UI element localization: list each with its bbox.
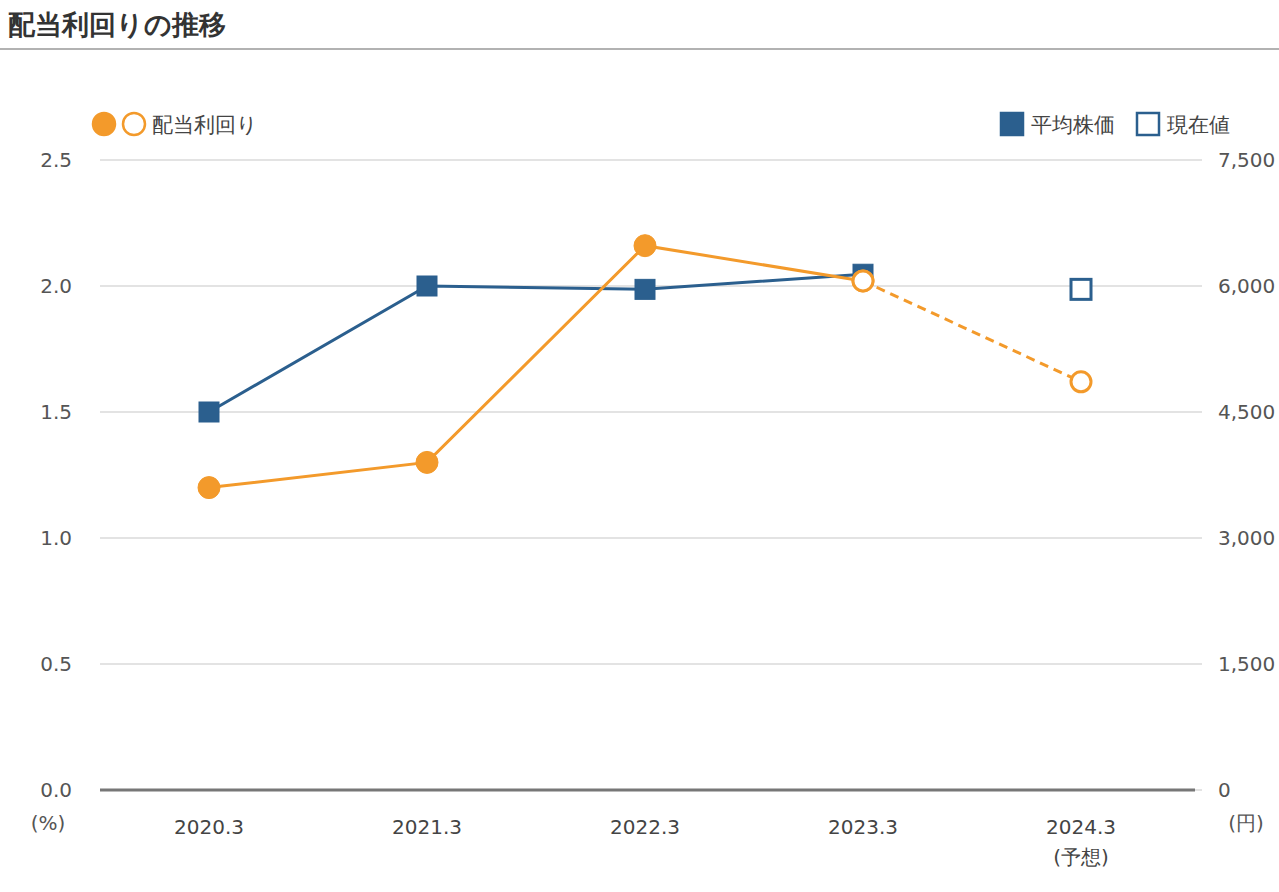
legend-label: 平均株価 bbox=[1031, 113, 1115, 137]
x-tick-label-line: 2024.3 bbox=[1046, 815, 1116, 839]
marker bbox=[198, 477, 220, 499]
y2-tick bbox=[1195, 537, 1202, 539]
grid-line bbox=[100, 411, 1195, 413]
marker bbox=[1071, 372, 1091, 392]
x-tick-label-line: 2021.3 bbox=[392, 815, 462, 839]
marker bbox=[634, 235, 656, 257]
line bbox=[863, 281, 1081, 382]
grid-line bbox=[100, 159, 1195, 161]
series bbox=[1071, 279, 1091, 299]
y2-tick-label: 4,500 bbox=[1218, 400, 1275, 424]
grid bbox=[100, 160, 1195, 790]
y2-tick-label: 6,000 bbox=[1218, 274, 1275, 298]
y-tick-label: 2.5 bbox=[40, 148, 72, 172]
series bbox=[198, 235, 874, 499]
legend-symbol bbox=[1137, 113, 1159, 135]
series bbox=[853, 271, 1091, 392]
y2-tick-label: 3,000 bbox=[1218, 526, 1275, 550]
x-tick-label-line: 2020.3 bbox=[174, 815, 244, 839]
y2-tick bbox=[1195, 663, 1202, 665]
legend: 配当利回り 平均株価 現在値 bbox=[93, 113, 1230, 137]
title-rule bbox=[0, 48, 1279, 50]
legend-label: 配当利回り bbox=[152, 113, 258, 137]
x-tick-label-line: (予想) bbox=[1053, 845, 1109, 869]
y-axis-label: (%) bbox=[31, 811, 66, 835]
grid-line bbox=[100, 537, 1195, 539]
y-tick-label: 2.0 bbox=[40, 274, 72, 298]
chart: 配当利回りの推移 0.0 0.5 1.0 1.5 2.0 2.5 0 1,500 3,000 4,5… bbox=[0, 0, 1279, 892]
marker bbox=[852, 270, 874, 292]
x-tick-label: 2021.3 bbox=[392, 815, 462, 839]
line bbox=[209, 246, 863, 488]
x-tick-label: 2024.3 (予想) bbox=[1046, 815, 1116, 869]
y2-tick bbox=[1195, 285, 1202, 287]
y2-tick-label: 1,500 bbox=[1218, 652, 1275, 676]
marker bbox=[417, 276, 437, 296]
line bbox=[209, 274, 863, 412]
grid-line bbox=[100, 789, 1195, 792]
plot-area bbox=[198, 235, 1091, 499]
x-tick-label: 2020.3 bbox=[174, 815, 244, 839]
y2-tick bbox=[1195, 789, 1202, 791]
legend-label: 現在値 bbox=[1167, 113, 1230, 137]
marker bbox=[853, 271, 873, 291]
y2-axis-label: (円) bbox=[1228, 811, 1264, 835]
y-tick-label: 1.0 bbox=[40, 526, 72, 550]
y-tick-label: 1.5 bbox=[40, 400, 72, 424]
y-tick-label: 0.0 bbox=[40, 778, 72, 802]
marker bbox=[1071, 279, 1091, 299]
legend-marker bbox=[1137, 113, 1159, 135]
series bbox=[199, 264, 873, 422]
y2-tick-label: 0 bbox=[1218, 778, 1231, 802]
x-tick-label-line: 2022.3 bbox=[610, 815, 680, 839]
x-tick-label: 2022.3 bbox=[610, 815, 680, 839]
y2-tick bbox=[1195, 411, 1202, 413]
legend-symbol bbox=[1001, 113, 1023, 135]
legend-symbol bbox=[93, 113, 115, 135]
marker bbox=[199, 402, 219, 422]
grid-line bbox=[100, 663, 1195, 665]
legend-marker bbox=[123, 113, 145, 135]
title: 配当利回りの推移 bbox=[8, 9, 226, 40]
marker bbox=[635, 279, 655, 299]
legend-marker bbox=[93, 113, 115, 135]
x-tick-label-line: 2023.3 bbox=[828, 815, 898, 839]
marker bbox=[416, 451, 438, 473]
y2-tick-label: 7,500 bbox=[1218, 148, 1275, 172]
legend-marker bbox=[1001, 113, 1023, 135]
legend-symbol bbox=[123, 113, 145, 135]
y-tick-label: 0.5 bbox=[40, 652, 72, 676]
x-tick-label: 2023.3 bbox=[828, 815, 898, 839]
y2-tick bbox=[1195, 159, 1202, 161]
